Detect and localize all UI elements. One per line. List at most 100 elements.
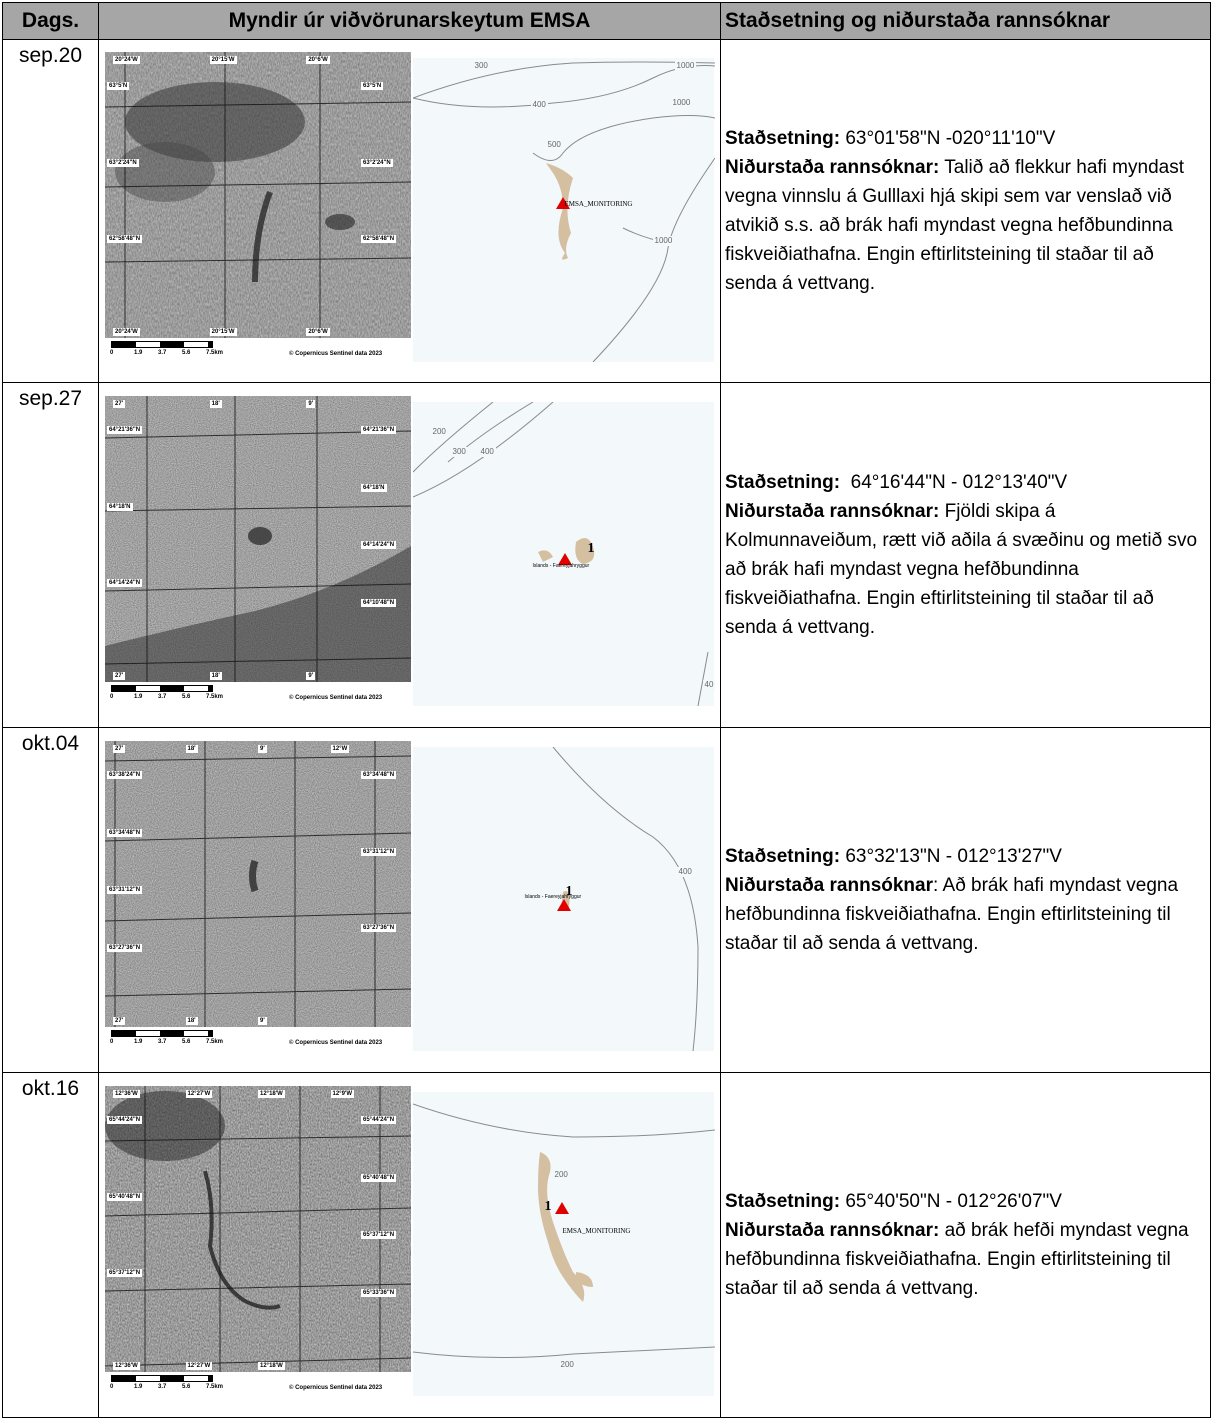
image-cell: 27' 18' 9' 27' 18' 9' 64°21'36"N 64°18'N 64°14'2…	[98, 382, 721, 728]
grid-label-right: 62°58'48"N	[361, 235, 397, 244]
grid-label-right: 65°40'48"N	[361, 1173, 397, 1182]
scale-label: 3.7	[158, 1384, 167, 1390]
scale-label: 3.7	[158, 350, 167, 356]
coordinates: 63°32'13"N - 012°13'27"V	[845, 846, 1062, 867]
header-result: Staðsetning og niðurstaða rannsóknar	[720, 2, 1211, 40]
header-date: Dags.	[2, 2, 99, 40]
scale-bar	[111, 341, 213, 348]
contour-label: 400	[478, 447, 496, 457]
grid-label-bottom: 18'	[185, 1017, 198, 1025]
contour-label: 200	[558, 1360, 576, 1370]
result-label: Niðurstaða rannsóknar:	[725, 1220, 940, 1241]
grid-label-left: 65°44'24"N	[107, 1116, 143, 1124]
grid-label-right: 65°33'36"N	[361, 1288, 397, 1297]
location-map: 300 400 500 1000 1000 1000 EMSA_MONITORING	[412, 58, 715, 362]
grid-label-top: 18'	[209, 400, 222, 408]
location-label: Staðsetning:	[725, 128, 841, 149]
row-date: okt.04	[2, 727, 99, 1073]
contour-label: 1000	[652, 236, 675, 246]
grid-label-left: 64°21'36"N	[107, 426, 143, 434]
location-map: 200 200 EMSA_MONITORING 1	[412, 1092, 715, 1396]
grid-label-top: 9'	[258, 745, 267, 753]
contour-label: 400	[676, 867, 694, 877]
scale-label: 1.9	[134, 694, 143, 700]
header-row: Dags. Myndir úr viðvörunarskeytum EMSA S…	[2, 2, 1211, 40]
grid-label-bottom: 12°36'W	[113, 1362, 140, 1370]
grid-label-right: 63°5'N	[361, 82, 384, 90]
grid-label-top: 12°18'W	[258, 1090, 285, 1098]
scale-label: 1.9	[134, 1039, 143, 1045]
copyright-text: © Copernicus Sentinel data 2023	[289, 1040, 383, 1046]
grid-label-top: 20°24'W	[113, 56, 140, 64]
grid-label-bottom: 9'	[306, 672, 316, 680]
table-row: sep.27	[2, 382, 1211, 728]
grid-label-right: 64°18'N	[361, 483, 387, 492]
table-row: okt.04	[2, 727, 1211, 1073]
result-cell: Staðsetning: 63°01'58"N -020°11'10"V Nið…	[720, 39, 1211, 383]
scale-label: 0	[110, 694, 114, 700]
scale-bar	[111, 1030, 213, 1037]
contour-label: 40	[702, 680, 716, 690]
grid-label-right: 65°37'12"N	[361, 1231, 397, 1239]
grid-label-right: 63°31'12"N	[361, 847, 397, 856]
table-row: okt.16	[2, 1072, 1211, 1418]
location-label: Staðsetning:	[725, 472, 841, 493]
grid-label-right: 64°14'24"N	[361, 541, 397, 549]
scale-label: 5.6	[182, 1039, 191, 1045]
contour-label: 200	[552, 1170, 570, 1180]
row-date: sep.20	[2, 39, 99, 383]
coordinates: 65°40'50"N - 012°26'07"V	[845, 1191, 1062, 1212]
satellite-image: 20°24'W 20°15'W 20°6'W 20°24'W 20°15'W 20°6'W…	[105, 52, 411, 370]
result-text: Fjöldi skipa á Kolmunnaveiðum, rætt við …	[725, 501, 1198, 638]
copyright-text: © Copernicus Sentinel data 2023	[289, 351, 383, 357]
copyright-text: © Copernicus Sentinel data 2023	[289, 695, 383, 701]
scale-label: 7.5km	[206, 1039, 224, 1045]
copyright-text: © Copernicus Sentinel data 2023	[289, 1385, 383, 1391]
grid-label-right: 65°44'24"N	[361, 1116, 397, 1124]
satellite-image: 12°36'W 12°27'W 12°18'W 12°9'W 12°36'W 12°27'…	[105, 1086, 411, 1404]
location-label: Staðsetning:	[725, 1191, 841, 1212]
scale-label: 1.9	[134, 350, 143, 356]
map-feature-label: Islands - Faereyjahryggur	[532, 563, 590, 569]
grid-label-left: 63°31'12"N	[107, 886, 143, 894]
grid-label-top: 12°9'W	[330, 1090, 354, 1098]
grid-label-bottom: 20°6'W	[306, 328, 330, 336]
grid-label-left: 65°37'12"N	[107, 1269, 143, 1278]
result-label: Niðurstaða rannsóknar:	[725, 501, 940, 522]
location-map: 200 300 400 40 Islands - Faereyjahryggur 1	[412, 402, 716, 706]
grid-label-right: 63°27'36"N	[361, 924, 397, 933]
grid-label-bottom: 18'	[209, 672, 222, 680]
location-label: Staðsetning:	[725, 846, 841, 867]
scale-label: 0	[110, 1384, 114, 1390]
grid-label-left: 63°5'N	[107, 82, 130, 90]
grid-label-left: 62°58'48"N	[107, 235, 143, 244]
grid-label-right: 63°34'48"N	[361, 771, 397, 779]
scale-label: 0	[110, 1039, 114, 1045]
result-text: að brák hefði myndast vegna hefðbundinna…	[725, 1220, 1189, 1299]
grid-label-left: 63°38'24"N	[107, 771, 143, 779]
grid-label-left: 63°2'24"N	[107, 158, 139, 167]
scale-bar	[111, 685, 213, 692]
scale-label: 5.6	[182, 1384, 191, 1390]
grid-label-left: 63°27'36"N	[107, 943, 143, 952]
scale-label: 3.7	[158, 694, 167, 700]
grid-label-bottom: 12°27'W	[185, 1362, 213, 1370]
satellite-image: 27' 18' 9' 12°W 27' 18' 9' 63°38'24"N 63°34'48"N…	[105, 741, 411, 1059]
scale-label: 5.6	[182, 350, 191, 356]
map-feature-label: Islands - Faereyjahryggur	[524, 894, 582, 900]
scale-label: 5.6	[182, 694, 191, 700]
grid-label-top: 9'	[306, 400, 316, 408]
grid-label-right: 64°21'36"N	[361, 426, 397, 434]
map-feature-label: EMSA_MONITORING	[562, 1227, 631, 1235]
contour-label: 1000	[674, 61, 697, 71]
row-date: sep.27	[2, 382, 99, 728]
grid-label-left: 65°40'48"N	[107, 1192, 143, 1201]
map-number-label: 1	[587, 541, 595, 556]
result-text: Að brák hafi myndast vegna hefðbundinna …	[725, 875, 1179, 954]
scale-label: 1.9	[134, 1384, 143, 1390]
scale-label: 3.7	[158, 1039, 167, 1045]
grid-label-top: 20°15'W	[209, 56, 237, 64]
row-date: okt.16	[2, 1072, 99, 1418]
grid-label-left: 64°18'N	[107, 502, 133, 511]
